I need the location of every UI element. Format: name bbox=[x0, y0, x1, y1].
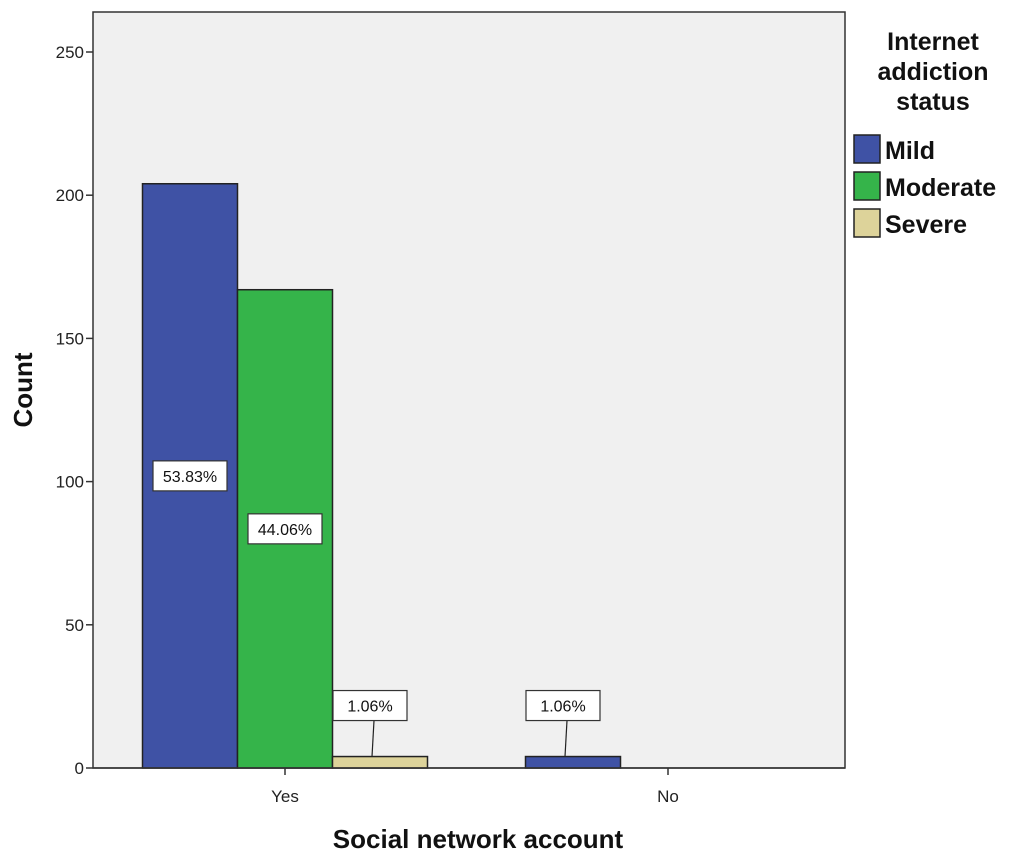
legend: Internet addiction status Mild Moderate Se… bbox=[853, 28, 996, 239]
bar-mild-no bbox=[524, 755, 622, 769]
legend-title-line-2: addiction bbox=[877, 58, 988, 86]
data-label-mild-no: 1.06% bbox=[540, 699, 585, 716]
data-label-box-mild-yes bbox=[152, 460, 228, 492]
legend-label-mild: Mild bbox=[885, 137, 935, 165]
x-axis: Yes No bbox=[93, 767, 845, 806]
data-label-box-moderate-yes bbox=[247, 513, 323, 545]
x-tick-label-0: Yes bbox=[271, 787, 299, 806]
y-tick-label-5: 250 bbox=[56, 43, 84, 62]
y-axis: 0 50 100 150 200 250 bbox=[56, 43, 93, 778]
bar-severe-yes bbox=[331, 755, 429, 769]
y-tick-label-0: 0 bbox=[75, 759, 84, 778]
y-tick-label-3: 150 bbox=[56, 329, 84, 348]
y-axis-title: Count bbox=[8, 352, 38, 427]
data-label-leader-mild-no bbox=[564, 720, 568, 757]
legend-title-line-3: status bbox=[896, 88, 970, 116]
y-tick-label-4: 200 bbox=[56, 186, 84, 205]
data-label-box-mild-no bbox=[525, 689, 601, 722]
legend-title-line-1: Internet bbox=[887, 28, 979, 56]
legend-label-moderate: Moderate bbox=[885, 174, 996, 202]
legend-swatch-mild bbox=[853, 134, 881, 164]
data-label-box-severe-yes bbox=[332, 689, 408, 722]
legend-swatch-moderate bbox=[853, 171, 881, 201]
data-labels: 53.83% 44.06% 1.06% 1.06% bbox=[152, 460, 601, 757]
y-tick-label-2: 100 bbox=[56, 473, 84, 492]
data-label-severe-yes: 1.06% bbox=[347, 699, 392, 716]
data-label-leader-severe-yes bbox=[371, 720, 375, 757]
legend-label-severe: Severe bbox=[885, 211, 967, 239]
y-tick-label-1: 50 bbox=[65, 616, 84, 635]
x-axis-title: Social network account bbox=[333, 824, 624, 854]
data-label-mild-yes: 53.83% bbox=[163, 469, 217, 486]
data-label-moderate-yes: 44.06% bbox=[258, 522, 312, 539]
legend-swatch-severe bbox=[853, 208, 881, 238]
x-tick-label-1: No bbox=[657, 787, 679, 806]
